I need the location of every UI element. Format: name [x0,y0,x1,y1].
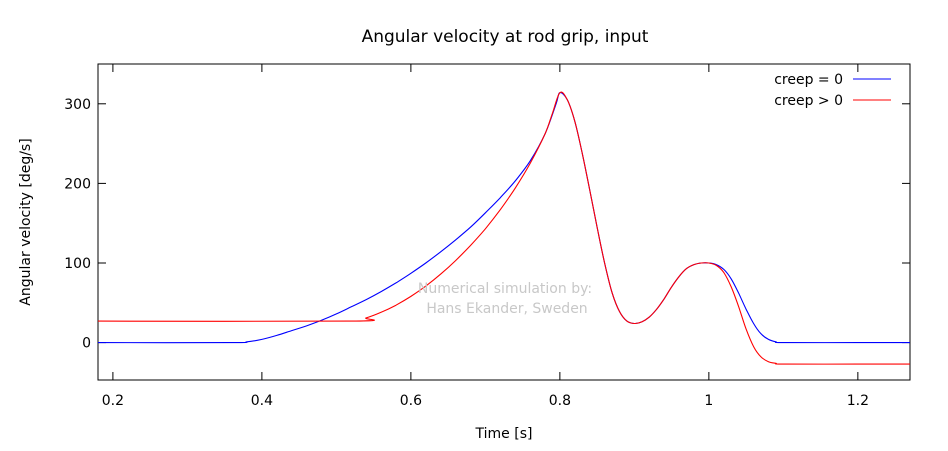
legend-label-1: creep = 0 [774,72,843,88]
legend-label-2: creep > 0 [774,93,843,109]
watermark-line-1: Numerical simulation by: [418,281,592,297]
x-tick-label: 1.2 [847,393,869,409]
x-tick-label: 0.4 [251,393,273,409]
x-axis-label: Time [s] [475,426,533,442]
axis-ticks: 0.2 0.4 0.6 0.8 1 1.2 0 100 200 300 [64,64,910,409]
series-layer [97,91,910,365]
x-tick-label: 0.2 [102,393,124,409]
watermark-line-2: Hans Ekander, Sweden [426,301,587,317]
series-line-2 [97,91,910,365]
x-tick-label: 1 [704,393,713,409]
y-axis-label: Angular velocity [deg/s] [18,138,34,305]
legend: creep = 0 creep > 0 [774,72,891,109]
y-tick-label: 100 [64,256,91,272]
y-tick-label: 0 [82,336,91,352]
plot-frame [97,63,911,381]
chart-title: Angular velocity at rod grip, input [362,27,649,47]
x-tick-label: 0.6 [400,393,422,409]
x-tick-label: 0.8 [549,393,571,409]
y-tick-label: 200 [64,176,91,192]
y-tick-label: 300 [64,97,91,113]
